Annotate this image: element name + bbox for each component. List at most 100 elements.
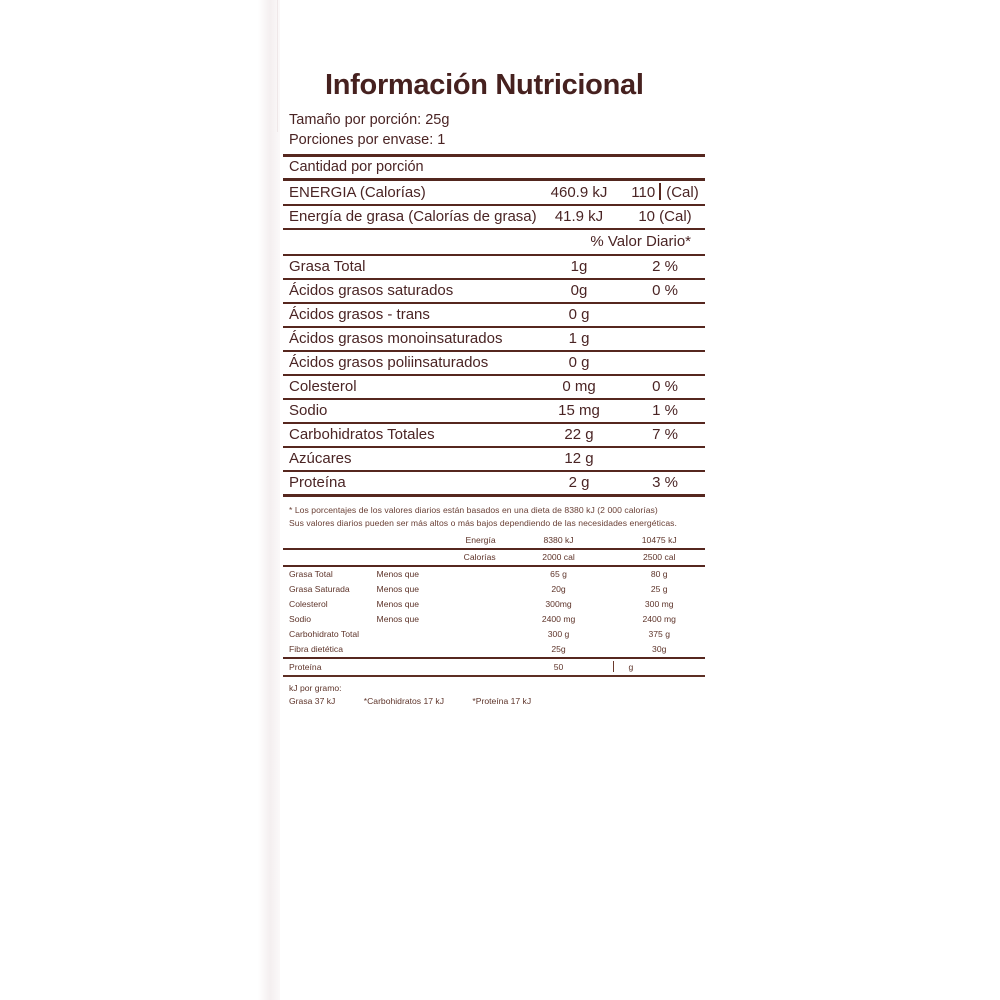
reference-values-table: Energía 8380 kJ 10475 kJ Calorías 2000 c…	[283, 533, 705, 675]
reference-row-name: Carbohidrato Total	[289, 629, 360, 640]
reference-row-name: Sodio	[289, 614, 311, 625]
reference-energy-value-2000: 8380 kJ	[543, 535, 574, 546]
reference-protein-value-2500: g	[628, 662, 634, 673]
footnote-line-1: * Los porcentajes de los valores diarios…	[289, 504, 658, 515]
reference-row-value-2500: 80 g	[613, 564, 705, 582]
package-shading-left	[258, 0, 280, 1000]
kj-item-carbohydrates: *Carbohidratos 17 kJ	[363, 696, 444, 707]
table-row: Colesterol 0 mg 0 %	[283, 373, 705, 399]
energy-label: ENERGIA (Calorías)	[283, 177, 533, 205]
reference-calories-label: Calorías	[376, 547, 504, 566]
serving-information: Tamaño por porción: 25g Porciones por en…	[289, 110, 705, 150]
nutrient-value: 22 g	[533, 421, 625, 447]
reference-protein-row: Proteína 50 g	[283, 656, 705, 675]
kj-per-gram-items: Grasa 37 kJ *Carbohidratos 17 kJ *Proteí…	[289, 695, 705, 709]
reference-calories-row: Calorías 2000 cal 2500 cal	[283, 547, 705, 566]
reference-row: Carbohidrato Total 300 g 375 g	[283, 627, 705, 642]
nutrient-percent	[625, 301, 705, 327]
reference-row-name: Colesterol	[289, 599, 328, 610]
table-row: Ácidos grasos - trans 0 g	[283, 301, 705, 327]
servings-per-container: Porciones por envase: 1	[289, 131, 446, 148]
nutrition-table: Cantidad por porción ENERGIA (Calorías) …	[283, 157, 705, 494]
reference-row: Grasa Saturada Menos que 20g 25 g	[283, 582, 705, 597]
nutrient-name: Ácidos grasos - trans	[283, 301, 533, 327]
nutrient-name: Azúcares	[283, 445, 533, 471]
nutrient-percent: 1 %	[625, 397, 705, 423]
reference-protein-value-2500-cell: g	[613, 656, 705, 675]
page-title: Información Nutricional	[325, 69, 644, 101]
reference-row-value-2000: 2400 mg	[541, 614, 576, 625]
reference-row-value-2000: 300 g	[547, 629, 570, 640]
reference-row-name: Grasa Total	[283, 564, 377, 582]
energy-cal-value: 110	[631, 183, 656, 201]
reference-row-value-2500: 2400 mg	[642, 614, 676, 625]
nutrition-facts-label: Información Nutricional Tamaño por porci…	[283, 69, 705, 709]
daily-value-header-row: % Valor Diario*	[283, 227, 705, 255]
energy-kj-value: 460.9 kJ	[533, 177, 625, 205]
energy-from-fat-cal-cell: 10 (Cal)	[625, 203, 705, 229]
nutrient-value: 12 g	[533, 445, 625, 471]
daily-value-footnote: * Los porcentajes de los valores diarios…	[289, 504, 705, 530]
nutrient-percent	[625, 325, 705, 351]
table-row: Grasa Total 1g 2 %	[283, 253, 705, 279]
reference-row-value-2500: 30g	[652, 644, 667, 655]
reference-row-value-2000: 65 g	[503, 564, 614, 582]
nutrient-percent: 7 %	[625, 421, 705, 447]
nutrient-name: Ácidos grasos saturados	[283, 277, 533, 303]
energy-from-fat-cal-value: 10	[638, 207, 655, 225]
daily-value-header: % Valor Diario*	[533, 227, 705, 255]
amount-per-serving-row: Cantidad por porción	[283, 157, 705, 180]
nutrient-name: Sodio	[283, 397, 533, 423]
amount-per-serving-label: Cantidad por porción	[289, 158, 424, 175]
nutrient-value: 1g	[533, 253, 625, 279]
reference-row: Fibra dietética 25g 30g	[283, 642, 705, 658]
reference-row-value-2500: 300 mg	[644, 599, 674, 610]
nutrient-name: Grasa Total	[283, 253, 533, 279]
reference-calories-value-2000: 2000 cal	[503, 547, 614, 566]
rule-above-amount-per-serving	[283, 153, 705, 157]
nutrient-value: 2 g	[533, 469, 625, 494]
reference-row-value-2500: 375 g	[648, 629, 670, 640]
kj-item-fat: Grasa 37 kJ	[289, 696, 336, 707]
reference-protein-value-2000: 50	[503, 656, 614, 675]
nutrient-value: 0 g	[533, 301, 625, 327]
protein-cell-divider	[613, 661, 615, 673]
kj-per-gram-heading: kJ por gramo:	[289, 682, 342, 693]
reference-row-qualifier: Menos que	[376, 614, 420, 625]
nutrient-value: 0 mg	[533, 373, 625, 399]
table-row: Ácidos grasos saturados 0g 0 %	[283, 277, 705, 303]
footnote-line-2: Sus valores diarios pueden ser más altos…	[289, 517, 677, 528]
table-row: Proteína 2 g 3 %	[283, 469, 705, 494]
nutrient-name: Ácidos grasos poliinsaturados	[283, 349, 533, 375]
rule-below-nutrition-table	[283, 493, 705, 497]
kj-item-protein: *Proteína 17 kJ	[472, 696, 532, 707]
energy-from-fat-label: Energía de grasa (Calorías de grasa)	[283, 203, 537, 229]
energy-from-fat-cal-unit: (Cal)	[659, 207, 692, 225]
nutrient-name: Colesterol	[283, 373, 533, 399]
reference-row: Grasa Total Menos que 65 g 80 g	[283, 564, 705, 582]
reference-calories-value-2500: 2500 cal	[613, 547, 705, 566]
reference-row-value-2500: 25 g	[650, 584, 668, 595]
nutrient-percent: 0 %	[625, 373, 705, 399]
reference-row-qualifier	[377, 642, 504, 658]
serving-size: Tamaño por porción: 25g	[289, 111, 450, 128]
reference-row: Colesterol Menos que 300mg 300 mg	[283, 597, 705, 612]
reference-row-name: Grasa Saturada	[289, 584, 350, 595]
nutrient-name: Carbohidratos Totales	[283, 421, 533, 447]
nutrient-value: 0 g	[533, 349, 625, 375]
reference-row: Sodio Menos que 2400 mg 2400 mg	[283, 612, 705, 627]
energy-cal-unit: (Cal)	[666, 183, 699, 201]
reference-row-qualifier: Menos que	[376, 584, 420, 595]
rule-below-reference-table	[283, 674, 705, 677]
package-edge-line	[277, 0, 278, 132]
nutrient-name: Ácidos grasos monoinsaturados	[283, 325, 533, 351]
energy-from-fat-kj-value: 41.9 kJ	[533, 203, 625, 229]
reference-protein-label: Proteína	[283, 656, 377, 675]
energy-cal-cell: 110 (Cal)	[625, 177, 705, 205]
reference-row-qualifier: Menos que	[376, 564, 504, 582]
reference-row-value-2000: 25g	[551, 644, 566, 655]
reference-energy-label: Energía	[465, 535, 496, 546]
nutrient-name: Proteína	[283, 469, 533, 494]
nutrient-percent: 0 %	[625, 277, 705, 303]
nutrient-percent: 3 %	[625, 469, 705, 494]
